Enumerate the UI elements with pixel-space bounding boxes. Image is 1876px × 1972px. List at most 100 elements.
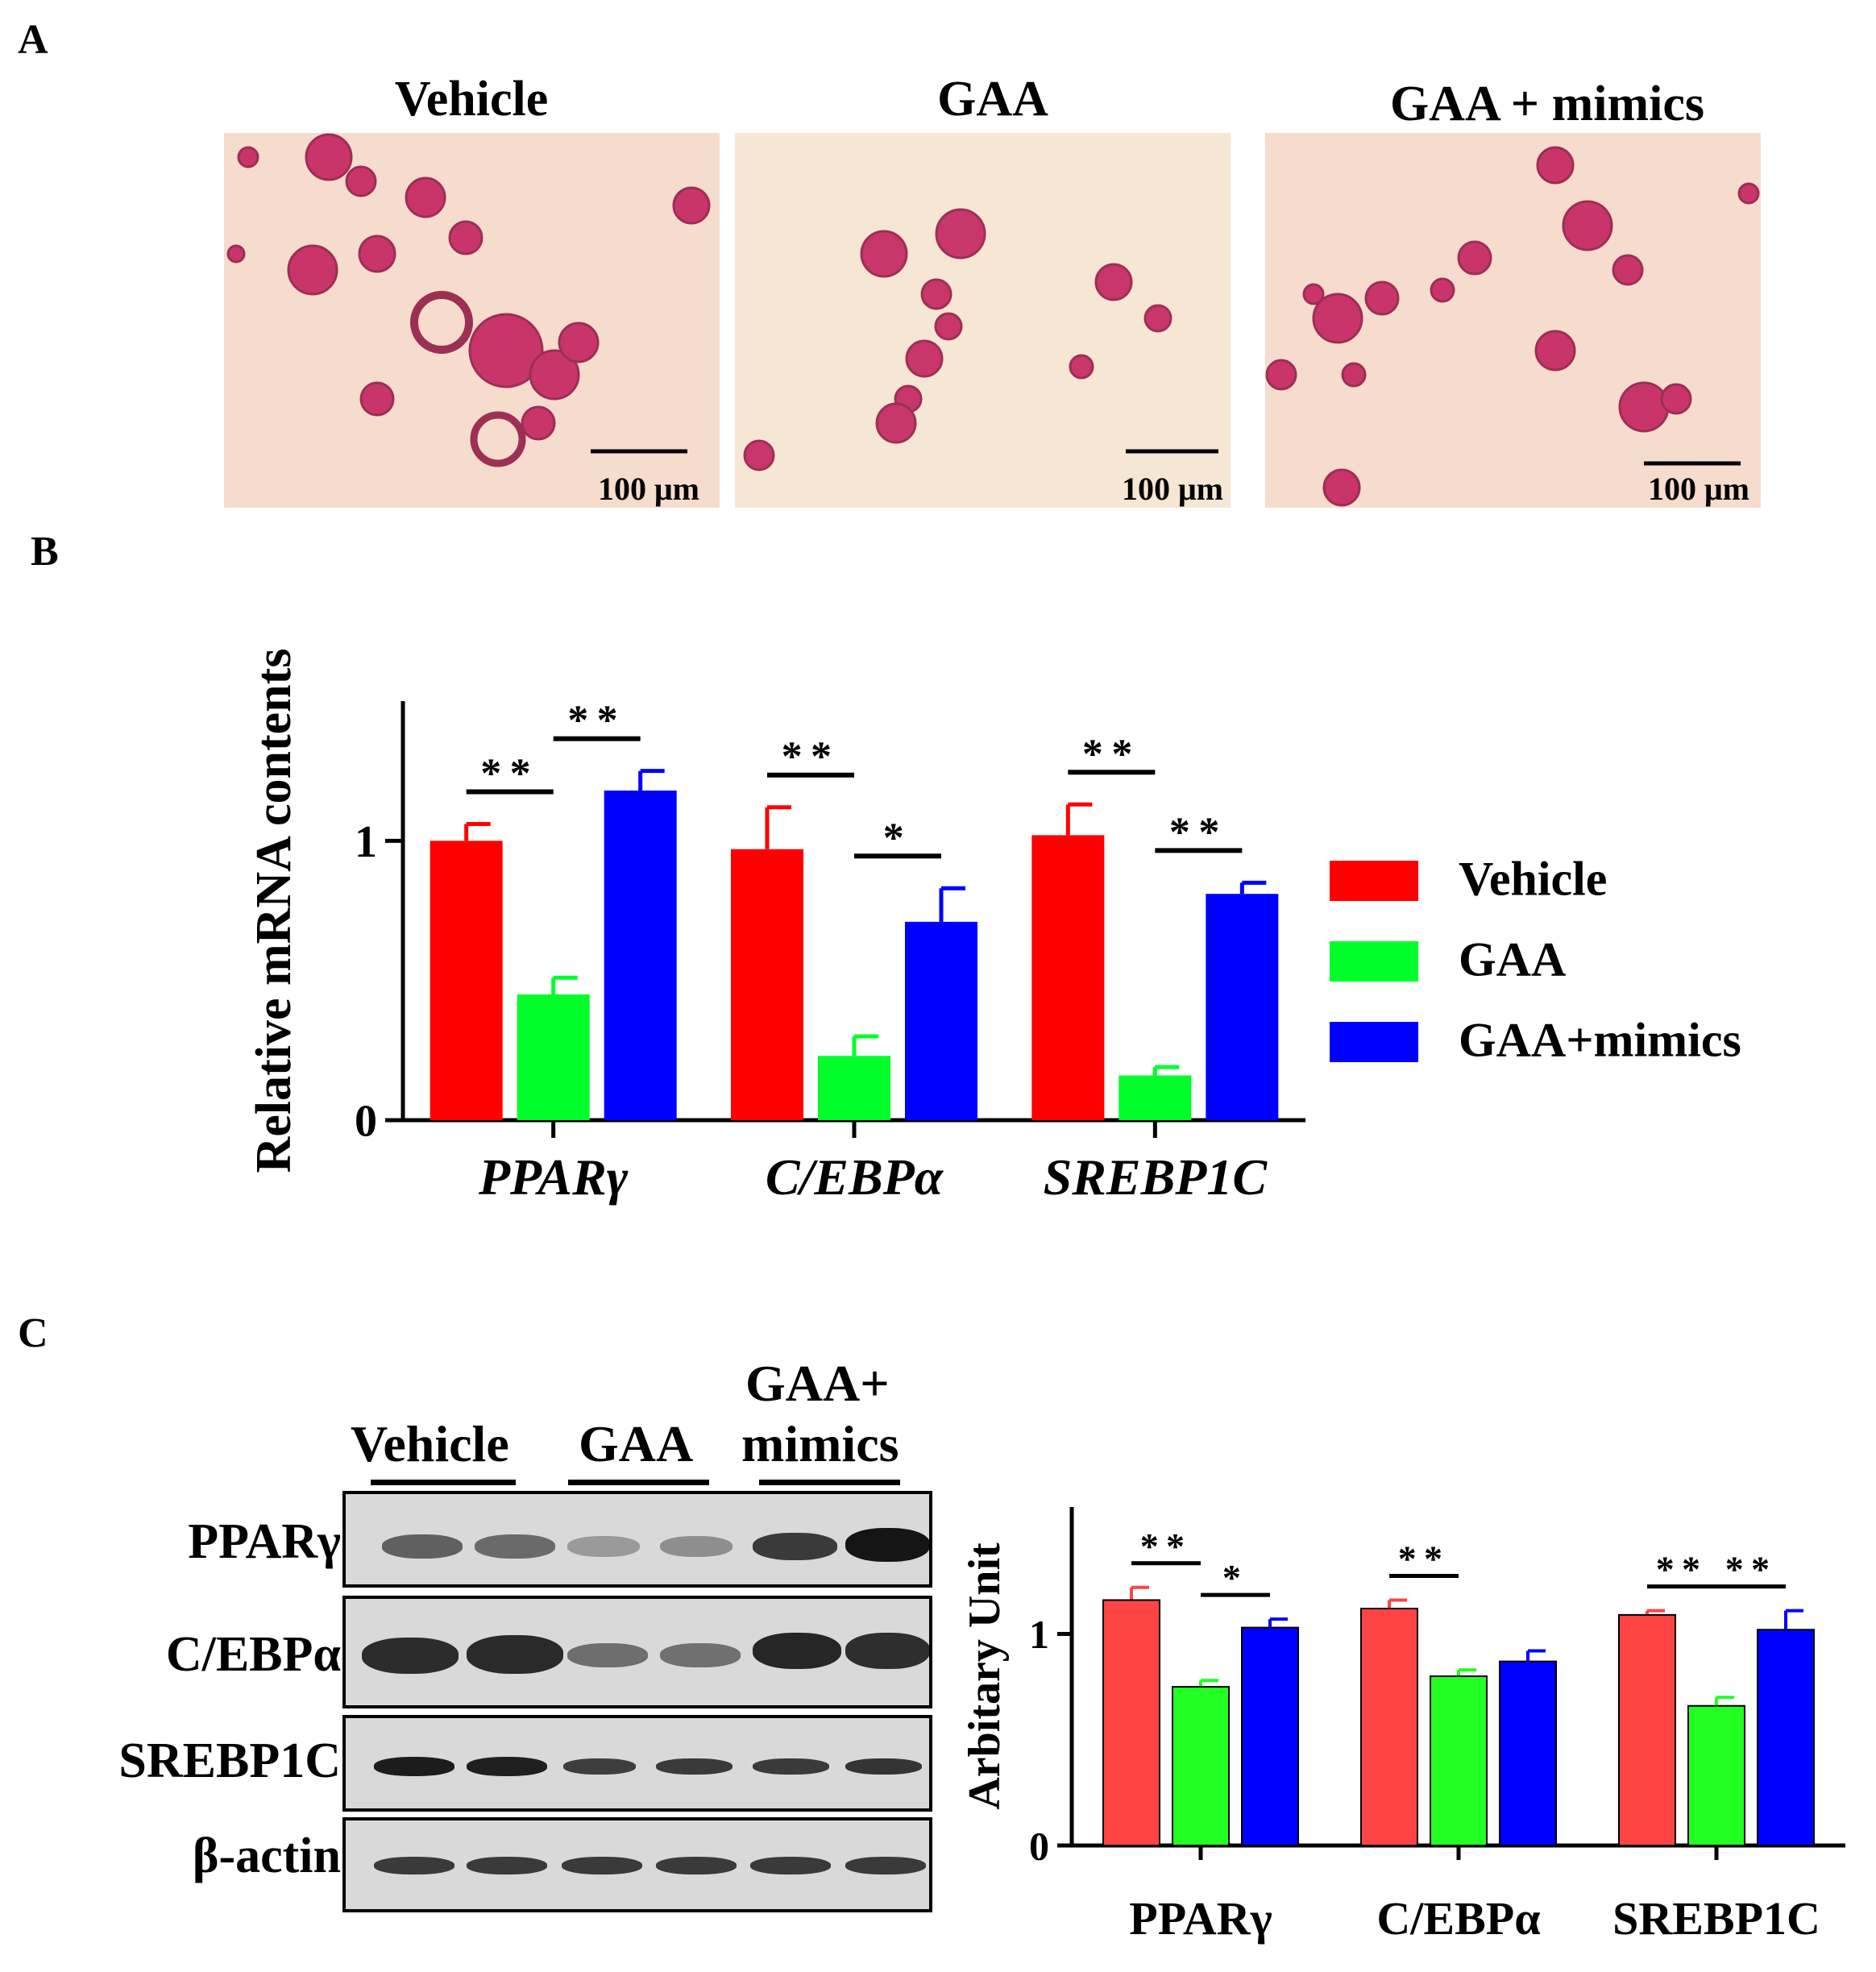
band [567,1536,640,1557]
band [753,1533,837,1560]
band [563,1758,636,1775]
significance-label: ** [782,734,840,780]
micrograph-gaa [735,133,1231,508]
x-tick-label: SREBP1C [1044,1148,1268,1206]
band [467,1757,547,1776]
blot-group-gaa: GAA [579,1415,694,1472]
bar-gaa [1119,1075,1192,1120]
significance-label: ** [1169,809,1228,855]
significance-label: ** [1082,731,1141,777]
scale-bar-gaa: 100 μm [1122,471,1223,507]
lane-line-vehicle [371,1480,516,1485]
bar-gaa [517,994,590,1120]
micrograph-vehicle-cells [224,133,720,508]
band [362,1638,459,1674]
significance-label: ** [1398,1538,1450,1580]
blot-cebp [342,1596,932,1708]
bar-vehicle [731,849,803,1120]
x-tick-label: SREBP1C [1612,1892,1820,1945]
micrograph-gaa-mimics-cells [1265,133,1761,508]
blot-group-mimics: mimics [741,1415,899,1472]
band [567,1643,648,1667]
bar-vehicle [1360,1608,1418,1846]
y-tick-label: 0 [1029,1824,1049,1869]
bar-gaa [1430,1675,1488,1846]
bar-gaa-mimics [905,921,977,1120]
legend-swatch [1330,941,1418,982]
bar-vehicle [430,841,503,1120]
y-tick-label: 1 [355,817,377,867]
band [753,1758,829,1775]
blot-label-ppar: PPARγ [188,1514,341,1569]
y-axis-label: Arbitary Unit [967,1542,1010,1810]
blot-label-cebp: C/EBPα [165,1627,341,1682]
band [845,1633,929,1669]
significance-label: ** [1656,1549,1708,1590]
lane-line-gaa [568,1480,709,1485]
bar-vehicle [1102,1599,1160,1846]
legend-label: GAA+mimics [1459,1014,1741,1067]
x-tick-label: C/EBPα [1376,1892,1540,1945]
band [660,1536,733,1557]
legend-label: GAA [1459,933,1566,986]
band [475,1534,555,1559]
panel-letter-a: A [18,17,48,63]
blot-group-vehicle: Vehicle [351,1415,509,1472]
blot-label-actin: β-actin [192,1829,341,1883]
scale-bar-gaa-mimics: 100 μm [1648,471,1749,507]
bar-gaa [1172,1686,1230,1846]
lane-line-gaa-mimics [759,1480,900,1485]
blot-group-gaa-plus: GAA+ [745,1355,890,1412]
image-title-gaa: GAA [937,72,1048,127]
blot-srebp [342,1715,932,1812]
blot-label-srebp: SREBP1C [118,1733,341,1788]
band [374,1857,454,1874]
band [660,1643,741,1667]
image-title-gaa-mimics: GAA + mimics [1389,77,1705,131]
x-tick-label: C/EBPα [766,1148,944,1206]
blot-actin [342,1817,932,1912]
band [656,1758,733,1775]
bar-gaa [818,1056,890,1120]
micrograph-gaa-mimics [1265,133,1761,508]
y-tick-label: 0 [355,1097,377,1147]
legend-swatch [1330,861,1418,901]
band [374,1757,454,1776]
significance-label: * [883,815,912,861]
bar-gaa-mimics [1757,1629,1815,1846]
bar-vehicle [1031,835,1105,1120]
panel-letter-c: C [18,1310,48,1356]
band [753,1633,841,1669]
scale-bar-vehicle: 100 μm [598,471,699,507]
significance-label: * [1222,1557,1248,1598]
y-axis-label: Relative mRNA contents [247,649,301,1173]
y-tick-label: 1 [1029,1612,1049,1657]
band [845,1758,922,1775]
band [562,1857,642,1874]
chart-b: 0 1 Relative mRNA contents PPARγ C/EBPα SREBP… [247,649,1741,1206]
bar-gaa [1687,1704,1745,1846]
band [467,1635,563,1674]
x-tick-label: PPARγ [1129,1892,1272,1945]
significance-label: ** [567,698,626,744]
panel-letter-b: B [31,529,59,575]
image-title-vehicle: Vehicle [394,72,549,127]
blot-ppar [342,1491,932,1588]
band [845,1528,929,1562]
micrograph-gaa-cells [735,133,1231,508]
bar-gaa-mimics [1241,1626,1299,1846]
band [750,1857,831,1874]
bar-gaa-mimics [604,790,677,1120]
significance-label: ** [480,751,539,797]
bar-gaa-mimics [1499,1660,1557,1846]
band [467,1857,547,1874]
significance-label: ** [1725,1549,1777,1590]
x-tick-label: PPARγ [478,1148,629,1206]
band [382,1534,463,1559]
bar-vehicle [1618,1613,1676,1846]
legend-label: Vehicle [1459,853,1607,906]
significance-label: ** [1140,1526,1192,1567]
legend-swatch [1330,1022,1418,1062]
micrograph-vehicle [224,133,720,508]
